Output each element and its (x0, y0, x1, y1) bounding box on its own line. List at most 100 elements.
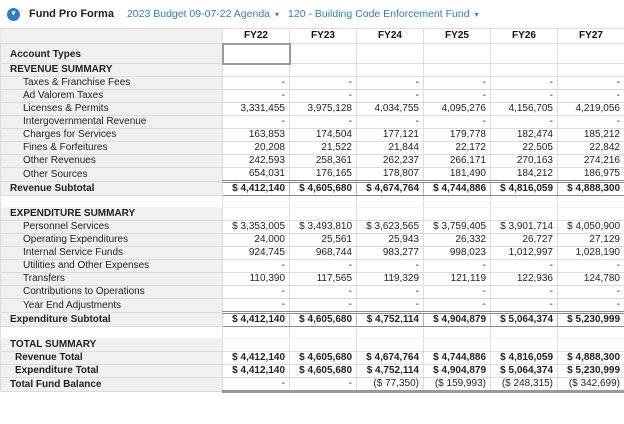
value-cell-fy25-intergovernmental-revenue: - (424, 116, 491, 129)
value-cell-fy22-ad-valorem-taxes: - (223, 90, 290, 103)
value-cell-fy24-total-summary (357, 339, 424, 352)
fund-pro-forma-page: { "colors": { "accent": "#2e7fc1", "labe… (0, 0, 624, 424)
value-cell-fy23-other-sources: 176,165 (290, 168, 357, 182)
chevron-down-icon: ▾ (475, 10, 479, 19)
value-cell-fy27-expenditure-summary (558, 208, 624, 221)
value-cell-fy22-intergovernmental-revenue: - (223, 116, 290, 129)
value-cell-fy24-intergovernmental-revenue: - (357, 116, 424, 129)
value-cell-fy22-other-sources: 654,031 (223, 168, 290, 182)
table-row-total-summary: TOTAL SUMMARY (1, 339, 624, 352)
value-cell-fy25-operating-expenditures: 26,332 (424, 234, 491, 247)
value-cell-fy27-operating-expenditures: 27,129 (558, 234, 624, 247)
value-cell-fy24-internal-service-funds: 983,277 (357, 247, 424, 260)
value-cell-fy27-utilities-and-other-expenses: - (558, 260, 624, 273)
value-cell-fy23-expenditure-subtotal: $ 4,605,680 (290, 313, 357, 327)
value-cell-fy27-personnel-services: $ 4,050,900 (558, 221, 624, 234)
table-row-charges-for-services: Charges for Services163,853174,504177,12… (1, 129, 624, 142)
value-cell-fy27-year-end-adjustments: - (558, 299, 624, 313)
row-label-taxes-franchise-fees: Taxes & Franchise Fees (1, 77, 223, 90)
value-cell-fy27-fines-forfeitures: 22,842 (558, 142, 624, 155)
value-cell-fy24-licenses-permits: 4,034,755 (357, 103, 424, 116)
value-cell-fy25-fines-forfeitures: 22,172 (424, 142, 491, 155)
table-row-ad-valorem-taxes: Ad Valorem Taxes------ (1, 90, 624, 103)
value-cell-fy23-utilities-and-other-expenses: - (290, 260, 357, 273)
value-cell-fy22-utilities-and-other-expenses: - (223, 260, 290, 273)
value-cell-fy27-charges-for-services: 185,212 (558, 129, 624, 142)
fund-pro-forma-table: FY22FY23FY24FY25FY26FY27 Account TypesRE… (0, 28, 624, 393)
value-cell-fy25-licenses-permits: 4,095,276 (424, 103, 491, 116)
spacer-row (1, 327, 624, 339)
value-cell-fy25-transfers: 121,119 (424, 273, 491, 286)
value-cell-fy22-contributions-to-operations: - (223, 286, 290, 299)
value-cell-fy25-year-end-adjustments: - (424, 299, 491, 313)
value-cell-fy26-total-summary (491, 339, 558, 352)
value-cell-fy22-fines-forfeitures: 20,208 (223, 142, 290, 155)
row-label-charges-for-services: Charges for Services (1, 129, 223, 142)
value-cell-fy25-revenue-subtotal: $ 4,744,886 (424, 182, 491, 196)
value-cell-fy26-transfers: 122,936 (491, 273, 558, 286)
table-row-personnel-services: Personnel Services$ 3,353,005$ 3,493,810… (1, 221, 624, 234)
circle-chevron-down-icon[interactable]: ▾ (7, 8, 20, 21)
row-label-internal-service-funds: Internal Service Funds (1, 247, 223, 260)
table-row-licenses-permits: Licenses & Permits3,331,4553,975,1284,03… (1, 103, 624, 116)
value-cell-fy25-personnel-services: $ 3,759,405 (424, 221, 491, 234)
value-cell-fy23-licenses-permits: 3,975,128 (290, 103, 357, 116)
value-cell-fy26-utilities-and-other-expenses: - (491, 260, 558, 273)
value-cell-fy25-charges-for-services: 179,778 (424, 129, 491, 142)
value-cell-fy27-contributions-to-operations: - (558, 286, 624, 299)
table-row-internal-service-funds: Internal Service Funds924,745968,744983,… (1, 247, 624, 260)
value-cell-fy27-revenue-total: $ 4,888,300 (558, 352, 624, 365)
value-cell-fy27-revenue-subtotal: $ 4,888,300 (558, 182, 624, 196)
value-cell-fy24 (357, 196, 424, 208)
value-cell-fy24-personnel-services: $ 3,623,565 (357, 221, 424, 234)
value-cell-fy25-expenditure-total: $ 4,904,879 (424, 365, 491, 378)
value-cell-fy24-expenditure-total: $ 4,752,114 (357, 365, 424, 378)
fund-dropdown[interactable]: 120 - Building Code Enforcement Fund ▾ (288, 8, 479, 20)
value-cell-fy22-revenue-summary (223, 64, 290, 77)
value-cell-fy26-other-sources: 184,212 (491, 168, 558, 182)
value-cell-fy27-total-summary (558, 339, 624, 352)
table-row-other-revenues: Other Revenues242,593258,361262,237266,1… (1, 155, 624, 168)
value-cell-fy25 (424, 196, 491, 208)
value-cell-fy23-ad-valorem-taxes: - (290, 90, 357, 103)
table-row-expenditure-summary: EXPENDITURE SUMMARY (1, 208, 624, 221)
account-types-input-cell[interactable] (223, 44, 290, 64)
value-cell-fy26-revenue-summary (491, 64, 558, 77)
value-cell-fy24-year-end-adjustments: - (357, 299, 424, 313)
value-cell-fy27-other-sources: 186,975 (558, 168, 624, 182)
value-cell-fy24-expenditure-subtotal: $ 4,752,114 (357, 313, 424, 327)
value-cell-fy22-other-revenues: 242,593 (223, 155, 290, 168)
value-cell-fy26-total-fund-balance: ($ 248,315) (491, 378, 558, 392)
value-cell-fy27-ad-valorem-taxes: - (558, 90, 624, 103)
row-label-contributions-to-operations: Contributions to Operations (1, 286, 223, 299)
value-cell-fy24-total-fund-balance: ($ 77,350) (357, 378, 424, 392)
table-row-revenue-total: Revenue Total$ 4,412,140$ 4,605,680$ 4,6… (1, 352, 624, 365)
value-cell-fy23-year-end-adjustments: - (290, 299, 357, 313)
row-label-ad-valorem-taxes: Ad Valorem Taxes (1, 90, 223, 103)
value-cell-fy27-expenditure-total: $ 5,230,999 (558, 365, 624, 378)
value-cell-fy22-transfers: 110,390 (223, 273, 290, 286)
value-cell-fy25-taxes-franchise-fees: - (424, 77, 491, 90)
value-cell-fy23-total-summary (290, 339, 357, 352)
value-cell-fy26-other-revenues: 270,163 (491, 155, 558, 168)
table-row-utilities-and-other-expenses: Utilities and Other Expenses------ (1, 260, 624, 273)
budget-version-dropdown[interactable]: 2023 Budget 09-07-22 Agenda ▾ (127, 8, 279, 20)
row-label-year-end-adjustments: Year End Adjustments (1, 299, 223, 313)
value-cell-fy23-revenue-subtotal: $ 4,605,680 (290, 182, 357, 196)
value-cell-fy26-contributions-to-operations: - (491, 286, 558, 299)
chevron-down-glyph: ▾ (11, 10, 15, 18)
value-cell-fy27-licenses-permits: 4,219,056 (558, 103, 624, 116)
value-cell-fy26-year-end-adjustments: - (491, 299, 558, 313)
value-cell-fy24-transfers: 119,329 (357, 273, 424, 286)
column-header-fy23: FY23 (290, 29, 357, 44)
value-cell-fy25-account-types (424, 44, 491, 64)
chevron-down-icon: ▾ (275, 10, 279, 19)
value-cell-fy25-total-summary (424, 339, 491, 352)
value-cell-fy24-taxes-franchise-fees: - (357, 77, 424, 90)
value-cell-fy24-other-sources: 178,807 (357, 168, 424, 182)
value-cell-fy25-revenue-total: $ 4,744,886 (424, 352, 491, 365)
value-cell-fy27-transfers: 124,780 (558, 273, 624, 286)
row-label-expenditure-subtotal: Expenditure Subtotal (1, 313, 223, 327)
table-row-transfers: Transfers110,390117,565119,329121,119122… (1, 273, 624, 286)
row-label-other-revenues: Other Revenues (1, 155, 223, 168)
